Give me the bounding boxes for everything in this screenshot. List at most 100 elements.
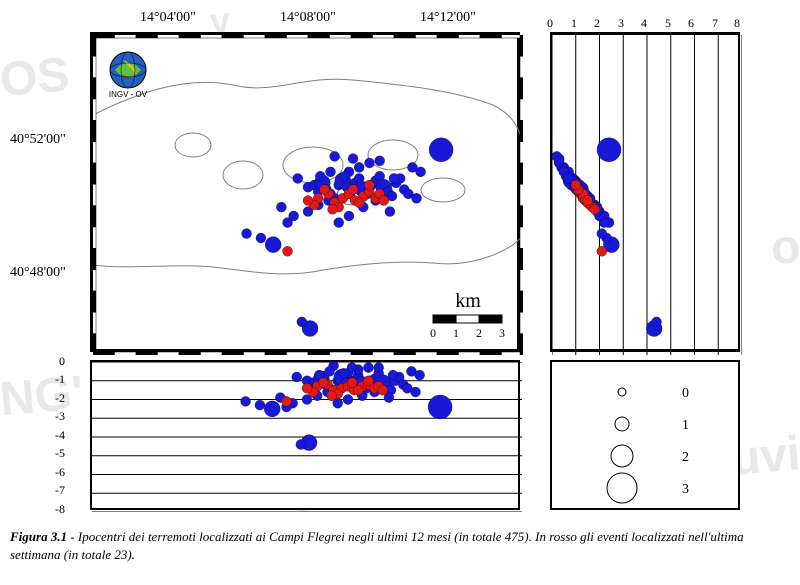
depth-right-svg	[552, 35, 742, 355]
lon-tick-label: 14°12'00"	[420, 10, 476, 26]
depth-tick: 2	[594, 16, 600, 31]
legend-marker	[611, 445, 633, 467]
event-point	[364, 180, 374, 190]
event-point	[256, 233, 266, 243]
event-point	[364, 158, 374, 168]
logo-label: INGV - OV	[109, 90, 148, 99]
event-point	[363, 376, 373, 386]
scale-tick: 1	[453, 326, 459, 340]
depth-tick: -3	[55, 409, 65, 424]
depth-tick: 8	[734, 16, 740, 31]
lon-tick-label: 14°08'00"	[280, 10, 336, 26]
lat-tick-label: 40°52'00"	[10, 132, 66, 148]
event-point	[315, 171, 325, 181]
figure-caption: Figura 3.1 - Ipocentri dei terremoti loc…	[10, 528, 790, 564]
event-point	[343, 395, 353, 405]
event-point	[344, 211, 354, 221]
event-point	[415, 370, 425, 380]
legend-panel: 0123	[550, 360, 740, 510]
event-point	[590, 204, 600, 214]
event-point	[374, 363, 384, 373]
depth-tick: 4	[641, 16, 647, 31]
event-point	[293, 173, 303, 183]
event-point	[348, 154, 358, 164]
depth-tick: -2	[55, 391, 65, 406]
lat-tick-label: 40°48'00"	[10, 265, 66, 281]
legend-svg: 0123	[552, 362, 742, 512]
event-point	[330, 151, 340, 161]
event-point	[375, 156, 385, 166]
scale-label: km	[455, 290, 481, 312]
depth-tick: -1	[55, 372, 65, 387]
event-point	[319, 184, 329, 194]
event-point	[292, 372, 302, 382]
event-point	[428, 395, 452, 419]
event-point	[282, 396, 292, 406]
depth-tick: -6	[55, 465, 65, 480]
event-point	[385, 207, 395, 217]
event-point	[583, 196, 593, 206]
event-point	[571, 180, 581, 190]
event-point	[241, 396, 251, 406]
depth-tick: 0	[547, 16, 553, 31]
event-point	[379, 196, 389, 206]
event-point	[652, 317, 662, 327]
legend-label: 1	[682, 418, 689, 433]
event-point	[554, 156, 564, 166]
event-point	[265, 237, 281, 253]
figure-panels: 14°04'00" 14°08'00" 14°12'00" INGV - OV k…	[10, 10, 790, 510]
map-panel: INGV - OV km 0 1 2 3	[90, 32, 520, 352]
depth-tick: 6	[688, 16, 694, 31]
depth-tick: 5	[665, 16, 671, 31]
depth-right-panel	[550, 32, 740, 352]
event-point	[340, 171, 350, 181]
depth-tick: 3	[618, 16, 624, 31]
ingv-logo-icon: INGV - OV	[109, 52, 148, 99]
legend-marker	[615, 417, 629, 431]
legend-label: 3	[682, 482, 689, 497]
scale-tick: 0	[430, 326, 436, 340]
event-point	[303, 196, 313, 206]
depth-tick: -4	[55, 428, 65, 443]
event-point	[318, 378, 328, 388]
legend-label: 2	[682, 450, 689, 465]
event-point	[283, 218, 293, 228]
depth-tick: 0	[59, 354, 65, 369]
legend-marker	[618, 388, 626, 396]
event-point	[378, 385, 388, 395]
event-point	[416, 167, 426, 177]
event-point	[388, 370, 398, 380]
event-point	[325, 366, 335, 376]
scale-tick: 3	[499, 326, 505, 340]
event-point	[339, 368, 349, 378]
scale-tick: 2	[476, 326, 482, 340]
lon-tick-label: 14°04'00"	[140, 10, 196, 26]
event-point	[326, 167, 336, 177]
event-point	[348, 184, 358, 194]
depth-bottom-panel	[90, 360, 520, 510]
depth-tick: 7	[712, 16, 718, 31]
event-point	[297, 317, 307, 327]
depth-tick: -8	[55, 502, 65, 517]
event-point	[412, 193, 422, 203]
caption-label: Figura 3.1	[10, 529, 67, 544]
depth-tick: -7	[55, 483, 65, 498]
depth-tick: 1	[571, 16, 577, 31]
event-point	[354, 198, 364, 208]
event-point	[283, 246, 293, 256]
event-point	[597, 246, 607, 256]
event-point	[302, 383, 312, 393]
event-point	[347, 378, 357, 388]
event-point	[242, 229, 252, 239]
event-point	[597, 229, 607, 239]
event-point	[334, 218, 344, 228]
depth-bottom-svg	[92, 362, 522, 512]
event-point	[411, 387, 421, 397]
event-point	[354, 162, 364, 172]
caption-text: - Ipocentri dei terremoti localizzati ai…	[10, 529, 744, 562]
event-point	[429, 138, 453, 162]
event-point	[597, 138, 621, 162]
event-point	[389, 173, 399, 183]
event-point	[328, 204, 338, 214]
depth-tick: -5	[55, 446, 65, 461]
